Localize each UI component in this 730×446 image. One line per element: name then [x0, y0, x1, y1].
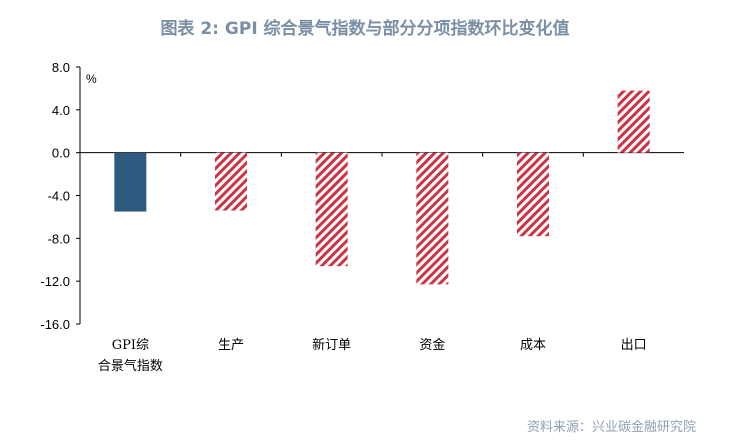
axes: 8.0 4.0 0.0 -4.0 -8.0 -12.0 -16.0%	[40, 60, 684, 332]
y-tick-label: -8.0	[48, 231, 70, 246]
y-unit-label: %	[86, 72, 97, 86]
source-note: 资料来源：兴业碳金融研究院	[526, 420, 696, 435]
bar	[315, 152, 348, 267]
bar	[215, 152, 247, 211]
chart-title: 图表 2: GPI 综合景气指数与部分分项指数环比变化值	[160, 19, 570, 39]
bar	[416, 152, 449, 285]
y-tick-label: -16.0	[40, 317, 70, 332]
category-label: 生产	[218, 338, 244, 353]
bars	[114, 90, 650, 285]
category-label: 资金	[419, 337, 445, 353]
y-tick-label: -4.0	[48, 189, 70, 204]
y-tick-label: 0.0	[52, 146, 70, 161]
y-tick-label: -12.0	[40, 274, 70, 289]
category-label: 合景气指数	[98, 358, 163, 374]
y-tick-label: 4.0	[52, 103, 70, 118]
bar	[617, 90, 650, 153]
bar	[517, 152, 549, 237]
y-tick-label: 8.0	[52, 60, 70, 75]
category-label: 新订单	[312, 337, 351, 353]
bar	[114, 152, 147, 212]
category-label: 出口	[621, 338, 647, 353]
category-label: 成本	[520, 338, 546, 353]
category-label: GPI综	[112, 338, 149, 353]
